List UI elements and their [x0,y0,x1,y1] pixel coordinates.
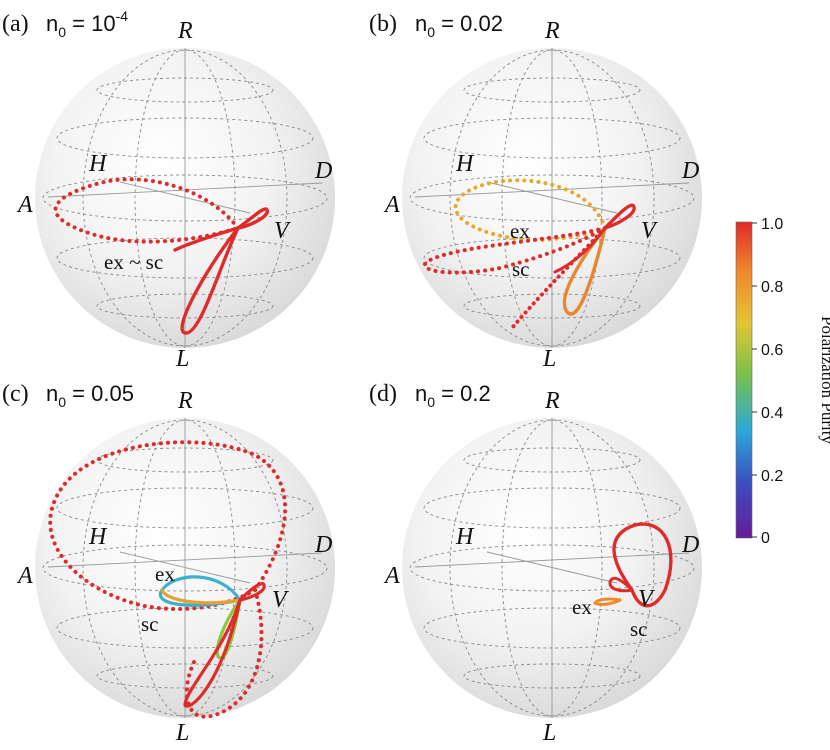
label-A: A [16,563,33,589]
colorbar-tick: 1.0 [761,216,783,233]
annotation-ex: ex [155,562,175,586]
colorbar-gradient [735,221,753,539]
label-H: H [455,524,475,550]
label-D: D [681,532,699,558]
trajectory-c [48,440,287,719]
trajectory-a [53,177,269,335]
panel-letter: (a) [2,11,29,37]
label-L: L [542,346,556,372]
label-D: D [314,532,332,558]
sphere-c [35,418,335,718]
label-R: R [177,18,193,44]
panel-a: (a) n0 = 10-4 R L H V D A ex ~ sc [2,8,335,372]
annotation-ex-sc: ex ~ sc [104,250,163,274]
panel-parameter: n0 = 0.05 [46,381,134,410]
label-V: V [641,218,658,244]
colorbar-tick: 0.8 [761,279,783,296]
annotation-ex: ex [572,595,592,619]
label-L: L [175,720,189,746]
annotation-ex: ex [510,219,530,243]
annotation-sc: sc [141,612,159,636]
trajectory-b [422,178,636,330]
colorbar: 1.0 0.8 0.6 0.4 0.2 0 Polarization Purit… [735,216,830,547]
label-V: V [638,586,655,612]
panel-letter: (d) [369,381,397,407]
sphere-b [402,48,702,348]
label-A: A [383,563,400,589]
panel-c: (c) n0 = 0.05 R L H V D A ex sc [2,381,335,746]
label-R: R [544,388,560,414]
annotation-sc: sc [512,257,530,281]
equator-line [42,174,328,222]
h-v-axis [119,181,251,214]
colorbar-tick: 0.4 [761,405,783,422]
label-L: L [175,346,189,372]
sphere-d [402,418,702,718]
label-R: R [177,388,193,414]
label-H: H [455,151,475,177]
panel-letter: (c) [2,381,29,407]
label-H: H [88,151,108,177]
panel-parameter: n0 = 0.02 [415,11,503,40]
label-A: A [383,192,400,218]
panel-d: (d) n0 = 0.2 R L H D A ex V sc [369,381,702,746]
annotation-sc: sc [630,617,648,641]
panel-b: (b) n0 = 0.02 R L H V D A ex sc [369,11,702,372]
label-H: H [88,524,108,550]
panel-letter: (b) [369,11,397,37]
label-D: D [681,158,699,184]
colorbar-tick: 0.2 [761,468,783,485]
label-V: V [272,587,289,613]
label-L: L [542,720,556,746]
trajectory-d [592,522,673,608]
colorbar-tick: 0 [761,530,770,547]
panel-parameter: n0 = 0.2 [415,381,491,410]
label-R: R [544,18,560,44]
colorbar-title: Polarization Purity [818,316,830,444]
a-d-axis [47,182,323,198]
panel-parameter: n0 = 10-4 [46,8,128,40]
label-D: D [314,158,332,184]
sphere-a [35,48,335,348]
colorbar-tick: 0.6 [761,342,783,359]
label-A: A [16,192,33,218]
label-V: V [274,218,291,244]
